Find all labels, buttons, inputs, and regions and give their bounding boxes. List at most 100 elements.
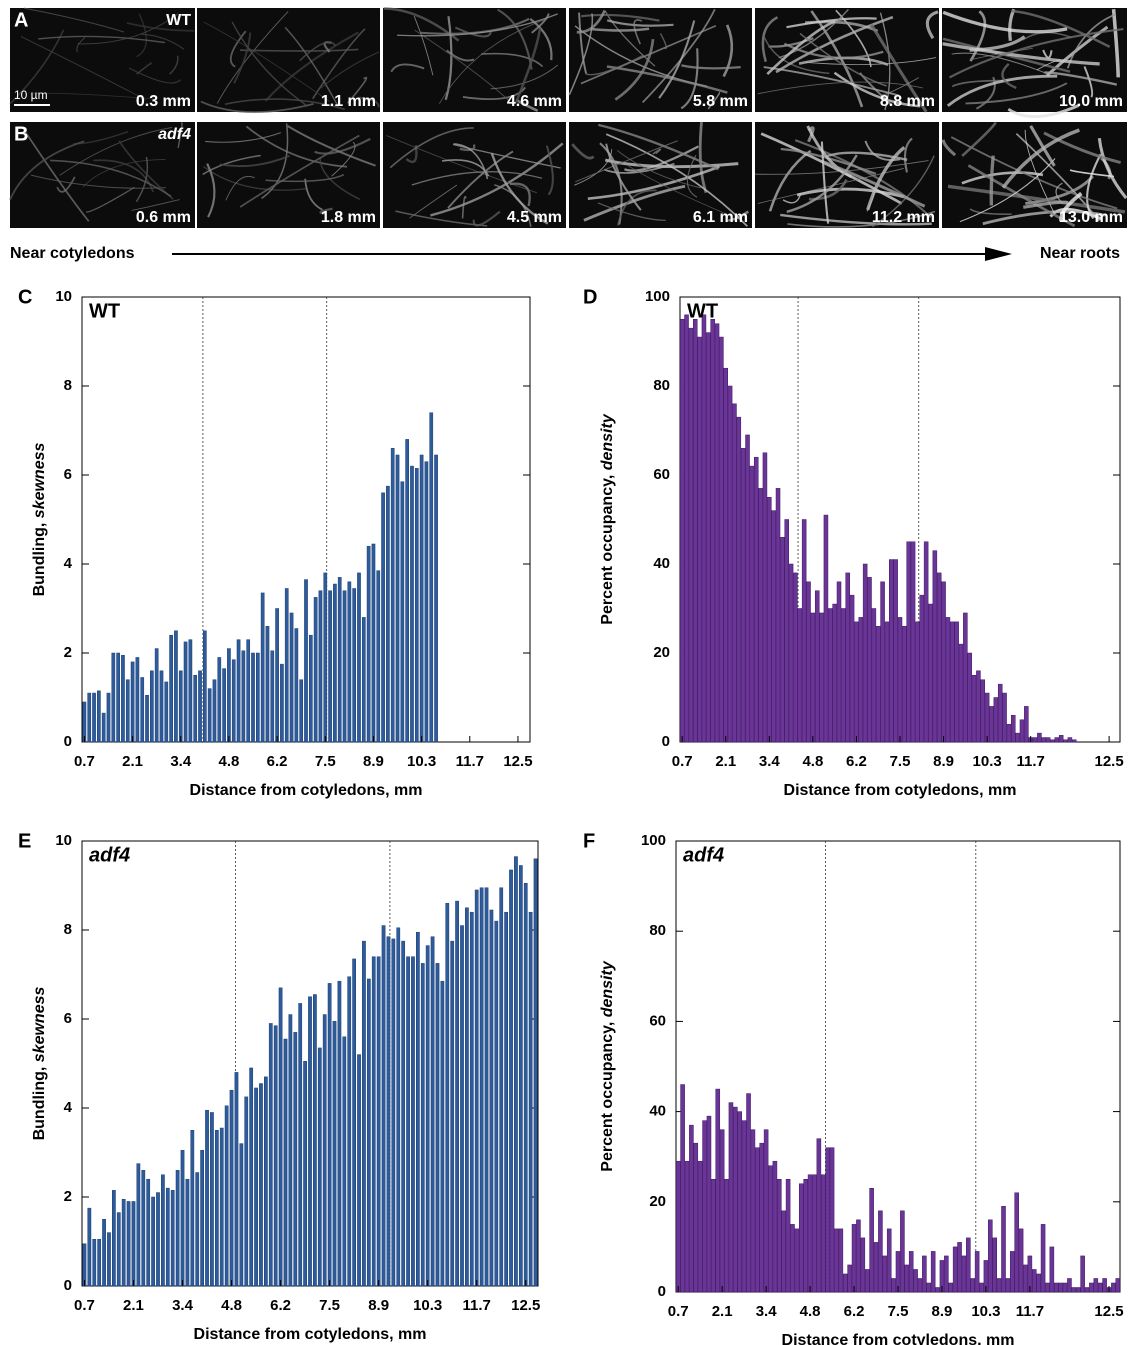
bar xyxy=(106,692,111,743)
filament xyxy=(766,20,836,76)
bar xyxy=(692,319,698,743)
filament xyxy=(598,123,719,171)
bar xyxy=(212,679,217,743)
y-axis-label-emphasis: skewness xyxy=(31,442,48,518)
filament xyxy=(1011,9,1111,49)
bar xyxy=(797,608,803,743)
bar xyxy=(424,461,429,743)
filament xyxy=(1059,191,1083,222)
x-axis-label: Distance from cotyledons, mm xyxy=(784,782,1017,799)
filament xyxy=(30,174,166,189)
filament xyxy=(880,77,919,96)
bar xyxy=(732,403,737,743)
panel-letter: F xyxy=(583,830,595,852)
bar xyxy=(465,907,469,1287)
bar xyxy=(794,1228,800,1293)
bar xyxy=(386,936,391,1287)
bar xyxy=(875,626,881,743)
x-tick-label: 12.5 xyxy=(503,753,532,770)
bar xyxy=(771,510,776,743)
bar xyxy=(736,416,742,743)
x-tick-label: 4.8 xyxy=(802,753,823,770)
filament xyxy=(961,171,1044,185)
bar xyxy=(864,1269,870,1293)
bar xyxy=(768,1165,773,1293)
filament xyxy=(950,136,1118,210)
bar xyxy=(121,1198,126,1287)
filament xyxy=(597,202,666,221)
bar xyxy=(785,1179,791,1293)
bar xyxy=(1063,739,1068,743)
bar xyxy=(974,1251,980,1293)
y-axis-label-emphasis: density xyxy=(599,960,616,1017)
filament xyxy=(346,76,368,104)
bar xyxy=(913,1269,918,1293)
filament xyxy=(462,86,527,101)
filament xyxy=(761,16,779,62)
bar xyxy=(950,621,955,743)
bar xyxy=(697,336,702,743)
bar xyxy=(234,1072,239,1287)
bar xyxy=(1072,739,1077,743)
bar xyxy=(183,641,188,743)
filament xyxy=(727,210,750,222)
filament xyxy=(576,9,606,34)
bar xyxy=(313,994,317,1287)
bar xyxy=(107,1232,111,1287)
filament xyxy=(136,13,147,58)
bar xyxy=(746,1093,751,1293)
bar xyxy=(97,690,101,743)
filament xyxy=(1001,128,1080,189)
bar xyxy=(1075,1287,1081,1293)
bar xyxy=(1005,1278,1011,1293)
x-tick-label: 2.1 xyxy=(715,753,736,770)
bar xyxy=(222,668,226,743)
bar xyxy=(745,434,750,743)
filament xyxy=(531,13,550,34)
y-tick-label: 10 xyxy=(55,832,72,849)
bar xyxy=(1037,732,1042,743)
bar xyxy=(823,514,829,743)
bar xyxy=(259,1083,263,1287)
bar xyxy=(313,597,318,743)
bar xyxy=(781,1210,786,1293)
bar xyxy=(1049,1246,1055,1293)
filament xyxy=(722,24,734,78)
bar xyxy=(930,1251,936,1293)
bar xyxy=(1097,1282,1103,1293)
bar xyxy=(829,1147,835,1293)
bar xyxy=(396,927,401,1287)
filament xyxy=(1007,104,1080,119)
x-tick-label: 8.9 xyxy=(933,753,954,770)
y-axis-label-emphasis: density xyxy=(599,413,616,470)
filament xyxy=(76,37,86,53)
y-tick-label: 40 xyxy=(649,1103,666,1120)
bar xyxy=(145,695,149,743)
filament xyxy=(386,135,537,194)
bar xyxy=(164,681,169,743)
bar xyxy=(836,581,842,743)
bar xyxy=(165,1187,170,1287)
bar xyxy=(1032,1269,1037,1293)
bar xyxy=(737,1111,743,1293)
filament xyxy=(59,126,173,176)
filament xyxy=(787,210,936,228)
bar xyxy=(294,628,299,743)
filament xyxy=(509,182,531,207)
x-tick-label: 0.7 xyxy=(668,1303,689,1320)
bar xyxy=(317,1047,322,1287)
x-axis-label: Distance from cotyledons, mm xyxy=(782,1332,1015,1345)
bar xyxy=(1015,732,1020,743)
bar xyxy=(141,1170,146,1287)
bar xyxy=(202,630,207,743)
bar xyxy=(941,581,946,743)
bar xyxy=(434,454,438,743)
bar xyxy=(474,889,479,1287)
bar xyxy=(847,1264,852,1293)
bar xyxy=(1058,735,1064,743)
bar xyxy=(175,1170,180,1287)
filament xyxy=(438,19,544,104)
bar xyxy=(205,1109,209,1287)
filament xyxy=(571,143,595,160)
filament xyxy=(219,154,290,168)
